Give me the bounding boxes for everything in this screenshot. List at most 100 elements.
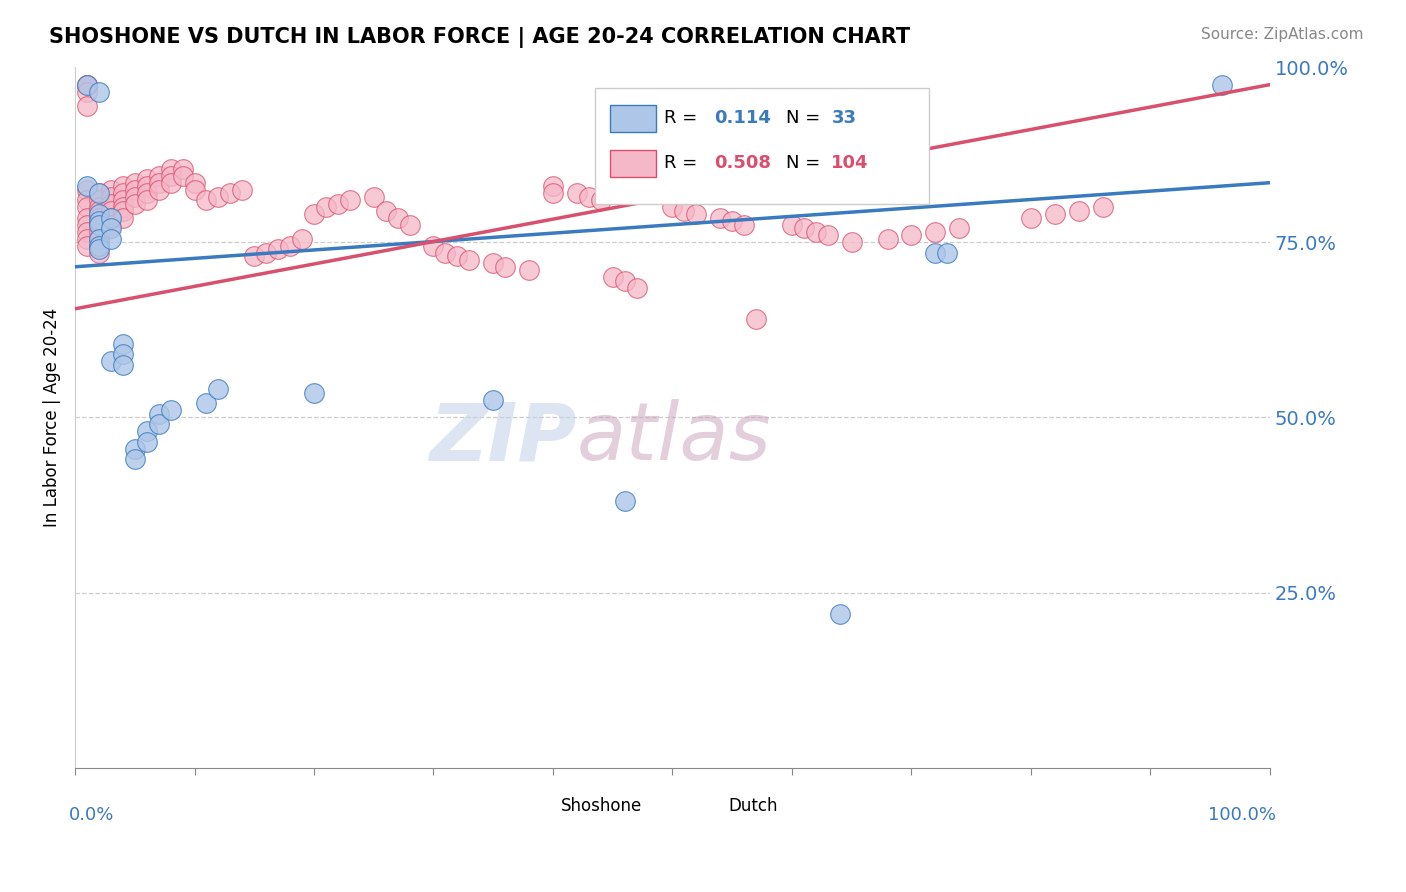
- Point: [924, 225, 946, 239]
- Point: [482, 392, 505, 407]
- Point: [243, 249, 266, 263]
- Text: 104: 104: [831, 154, 869, 172]
- Point: [685, 207, 707, 221]
- Point: [207, 190, 229, 204]
- Point: [578, 190, 600, 204]
- Point: [267, 242, 290, 256]
- Point: [148, 176, 170, 190]
- Point: [626, 281, 648, 295]
- Point: [87, 193, 110, 207]
- Point: [387, 211, 409, 225]
- Point: [76, 78, 98, 92]
- Point: [87, 207, 110, 221]
- Point: [159, 403, 181, 417]
- Point: [87, 225, 110, 239]
- Point: [565, 186, 588, 201]
- Point: [1043, 207, 1066, 221]
- Point: [936, 245, 959, 260]
- Point: [111, 347, 134, 361]
- Point: [87, 245, 110, 260]
- Point: [219, 186, 242, 201]
- Point: [254, 245, 277, 260]
- Point: [721, 214, 744, 228]
- Point: [87, 232, 110, 246]
- Point: [458, 252, 481, 267]
- Point: [100, 218, 122, 232]
- Point: [124, 176, 146, 190]
- Point: [111, 203, 134, 218]
- Point: [541, 179, 564, 194]
- Point: [374, 203, 396, 218]
- Text: atlas: atlas: [576, 400, 772, 477]
- Point: [828, 607, 851, 621]
- Point: [172, 169, 194, 183]
- Point: [1019, 211, 1042, 225]
- Point: [613, 494, 636, 508]
- Point: [100, 203, 122, 218]
- Point: [602, 270, 624, 285]
- Bar: [696, 799, 723, 814]
- Point: [135, 425, 157, 439]
- Point: [124, 196, 146, 211]
- Point: [100, 232, 122, 246]
- Bar: [529, 799, 555, 814]
- Point: [100, 183, 122, 197]
- Point: [541, 186, 564, 201]
- Point: [76, 225, 98, 239]
- Point: [111, 336, 134, 351]
- Text: N =: N =: [786, 109, 820, 127]
- Point: [793, 221, 815, 235]
- Point: [315, 200, 337, 214]
- Point: [124, 442, 146, 456]
- Point: [195, 396, 218, 410]
- Point: [482, 256, 505, 270]
- Point: [124, 190, 146, 204]
- Point: [817, 228, 839, 243]
- Point: [76, 232, 98, 246]
- Text: R =: R =: [664, 109, 697, 127]
- Point: [278, 239, 301, 253]
- Point: [924, 245, 946, 260]
- Point: [76, 179, 98, 194]
- Point: [135, 434, 157, 449]
- Point: [148, 183, 170, 197]
- Point: [804, 225, 827, 239]
- Point: [1091, 200, 1114, 214]
- Point: [1067, 203, 1090, 218]
- Point: [124, 183, 146, 197]
- Point: [159, 161, 181, 176]
- Point: [148, 417, 170, 432]
- Point: [159, 176, 181, 190]
- Point: [76, 200, 98, 214]
- Point: [87, 186, 110, 201]
- Point: [111, 358, 134, 372]
- Point: [183, 183, 205, 197]
- Point: [135, 172, 157, 186]
- Text: 100.0%: 100.0%: [1208, 806, 1275, 824]
- Text: N =: N =: [786, 154, 820, 172]
- Point: [613, 274, 636, 288]
- Point: [195, 193, 218, 207]
- Text: 0.0%: 0.0%: [69, 806, 114, 824]
- Y-axis label: In Labor Force | Age 20-24: In Labor Force | Age 20-24: [44, 308, 60, 527]
- Point: [339, 193, 361, 207]
- Point: [900, 228, 922, 243]
- Point: [76, 218, 98, 232]
- Point: [1211, 78, 1233, 92]
- Point: [135, 179, 157, 194]
- Point: [111, 193, 134, 207]
- Bar: [610, 151, 655, 178]
- Point: [100, 196, 122, 211]
- Point: [517, 263, 540, 277]
- Point: [363, 190, 385, 204]
- Point: [673, 203, 696, 218]
- Point: [661, 200, 683, 214]
- Point: [87, 218, 110, 232]
- Point: [87, 211, 110, 225]
- Bar: [610, 105, 655, 131]
- Text: ZIP: ZIP: [429, 400, 576, 477]
- Point: [111, 186, 134, 201]
- Point: [100, 354, 122, 368]
- Point: [709, 211, 731, 225]
- Point: [326, 196, 349, 211]
